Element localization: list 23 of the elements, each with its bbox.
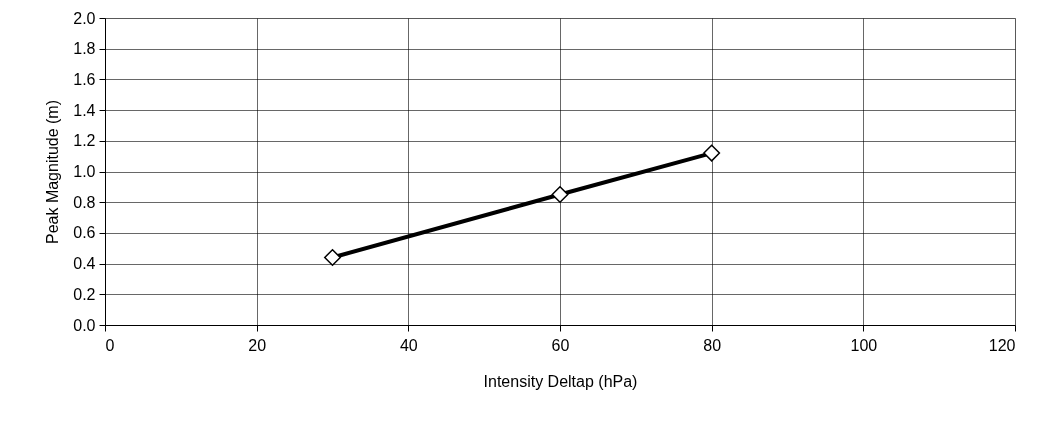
y-tick-label: 0.8 <box>73 193 96 211</box>
x-tick-label: 20 <box>248 336 267 354</box>
point <box>703 144 721 162</box>
point <box>324 248 341 266</box>
x-tick-label: 120 <box>988 336 1016 354</box>
y-tick-label: 0.6 <box>73 224 96 242</box>
y-tick-label: 1.6 <box>73 70 96 88</box>
x-tick-label: 80 <box>703 336 722 354</box>
point <box>551 186 569 204</box>
x-tick-label: 60 <box>551 336 570 354</box>
y-tick-label: 1.0 <box>73 163 96 180</box>
x-tick-label: 0 <box>105 336 115 354</box>
y-tick-label: 0.0 <box>73 316 96 334</box>
x-axis-title: Intensity Deltap (hPa) <box>483 372 638 390</box>
y-tick-label: 2.0 <box>73 9 96 27</box>
x-tick-label: 40 <box>399 336 418 354</box>
y-tick-label: 1.2 <box>73 132 96 150</box>
x-tick-label: 100 <box>850 336 878 354</box>
y-tick-label: 1.4 <box>73 101 96 119</box>
y-tick-label: 0.2 <box>73 285 96 303</box>
y-tick-label: 0.4 <box>73 255 96 273</box>
y-tick-label: 1.8 <box>73 40 96 58</box>
y-axis-title: Peak Magnitude (m) <box>44 99 62 245</box>
